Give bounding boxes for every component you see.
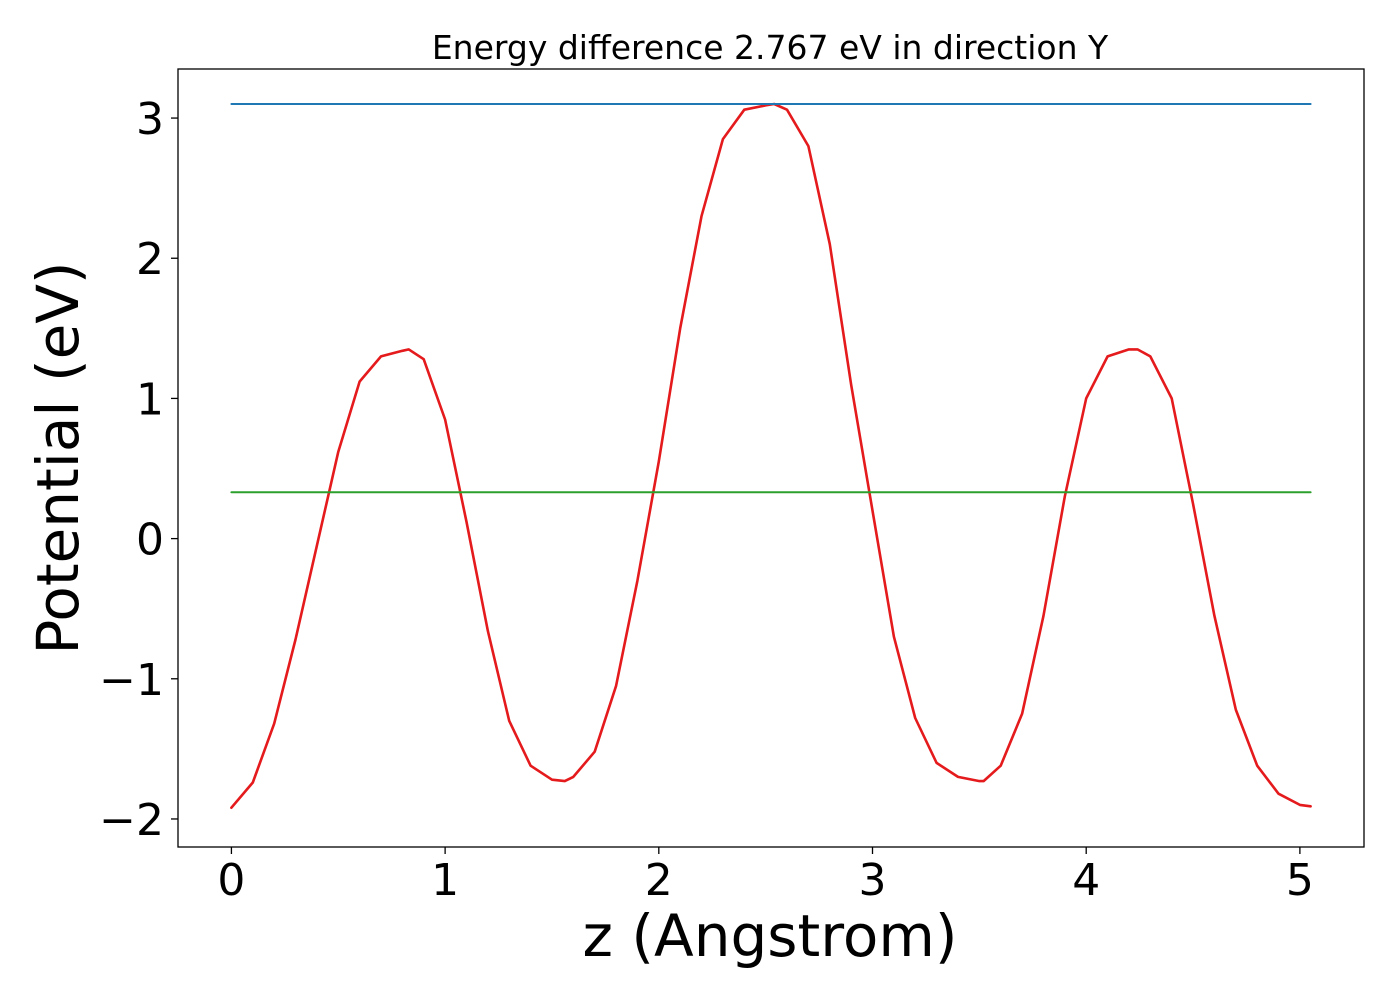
y-tick-label: 1 — [136, 374, 164, 425]
y-axis-ticks: −2 −1 0 1 2 3 — [99, 94, 178, 846]
plot-area-frame — [177, 68, 1365, 848]
y-tick-label: −1 — [99, 655, 164, 706]
y-tick-label: −2 — [99, 795, 164, 846]
x-tick-label: 2 — [645, 855, 673, 906]
y-tick-label: 0 — [136, 515, 164, 566]
x-tick-label: 5 — [1286, 855, 1314, 906]
series-layer — [230, 102, 1312, 810]
y-tick-label: 3 — [136, 94, 164, 145]
series-line-1 — [230, 102, 1312, 810]
x-tick-label: 4 — [1072, 855, 1100, 906]
y-tick-label: 2 — [136, 234, 164, 285]
x-axis-label: z (Angstrom) — [583, 902, 958, 970]
x-tick-label: 0 — [217, 855, 245, 906]
x-tick-label: 3 — [859, 855, 887, 906]
x-tick-label: 1 — [431, 855, 459, 906]
y-axis-label: Potential (eV) — [24, 261, 92, 654]
x-axis-ticks: 0 1 2 3 4 5 — [217, 847, 1314, 906]
chart-title: Energy difference 2.767 eV in direction … — [432, 28, 1109, 67]
